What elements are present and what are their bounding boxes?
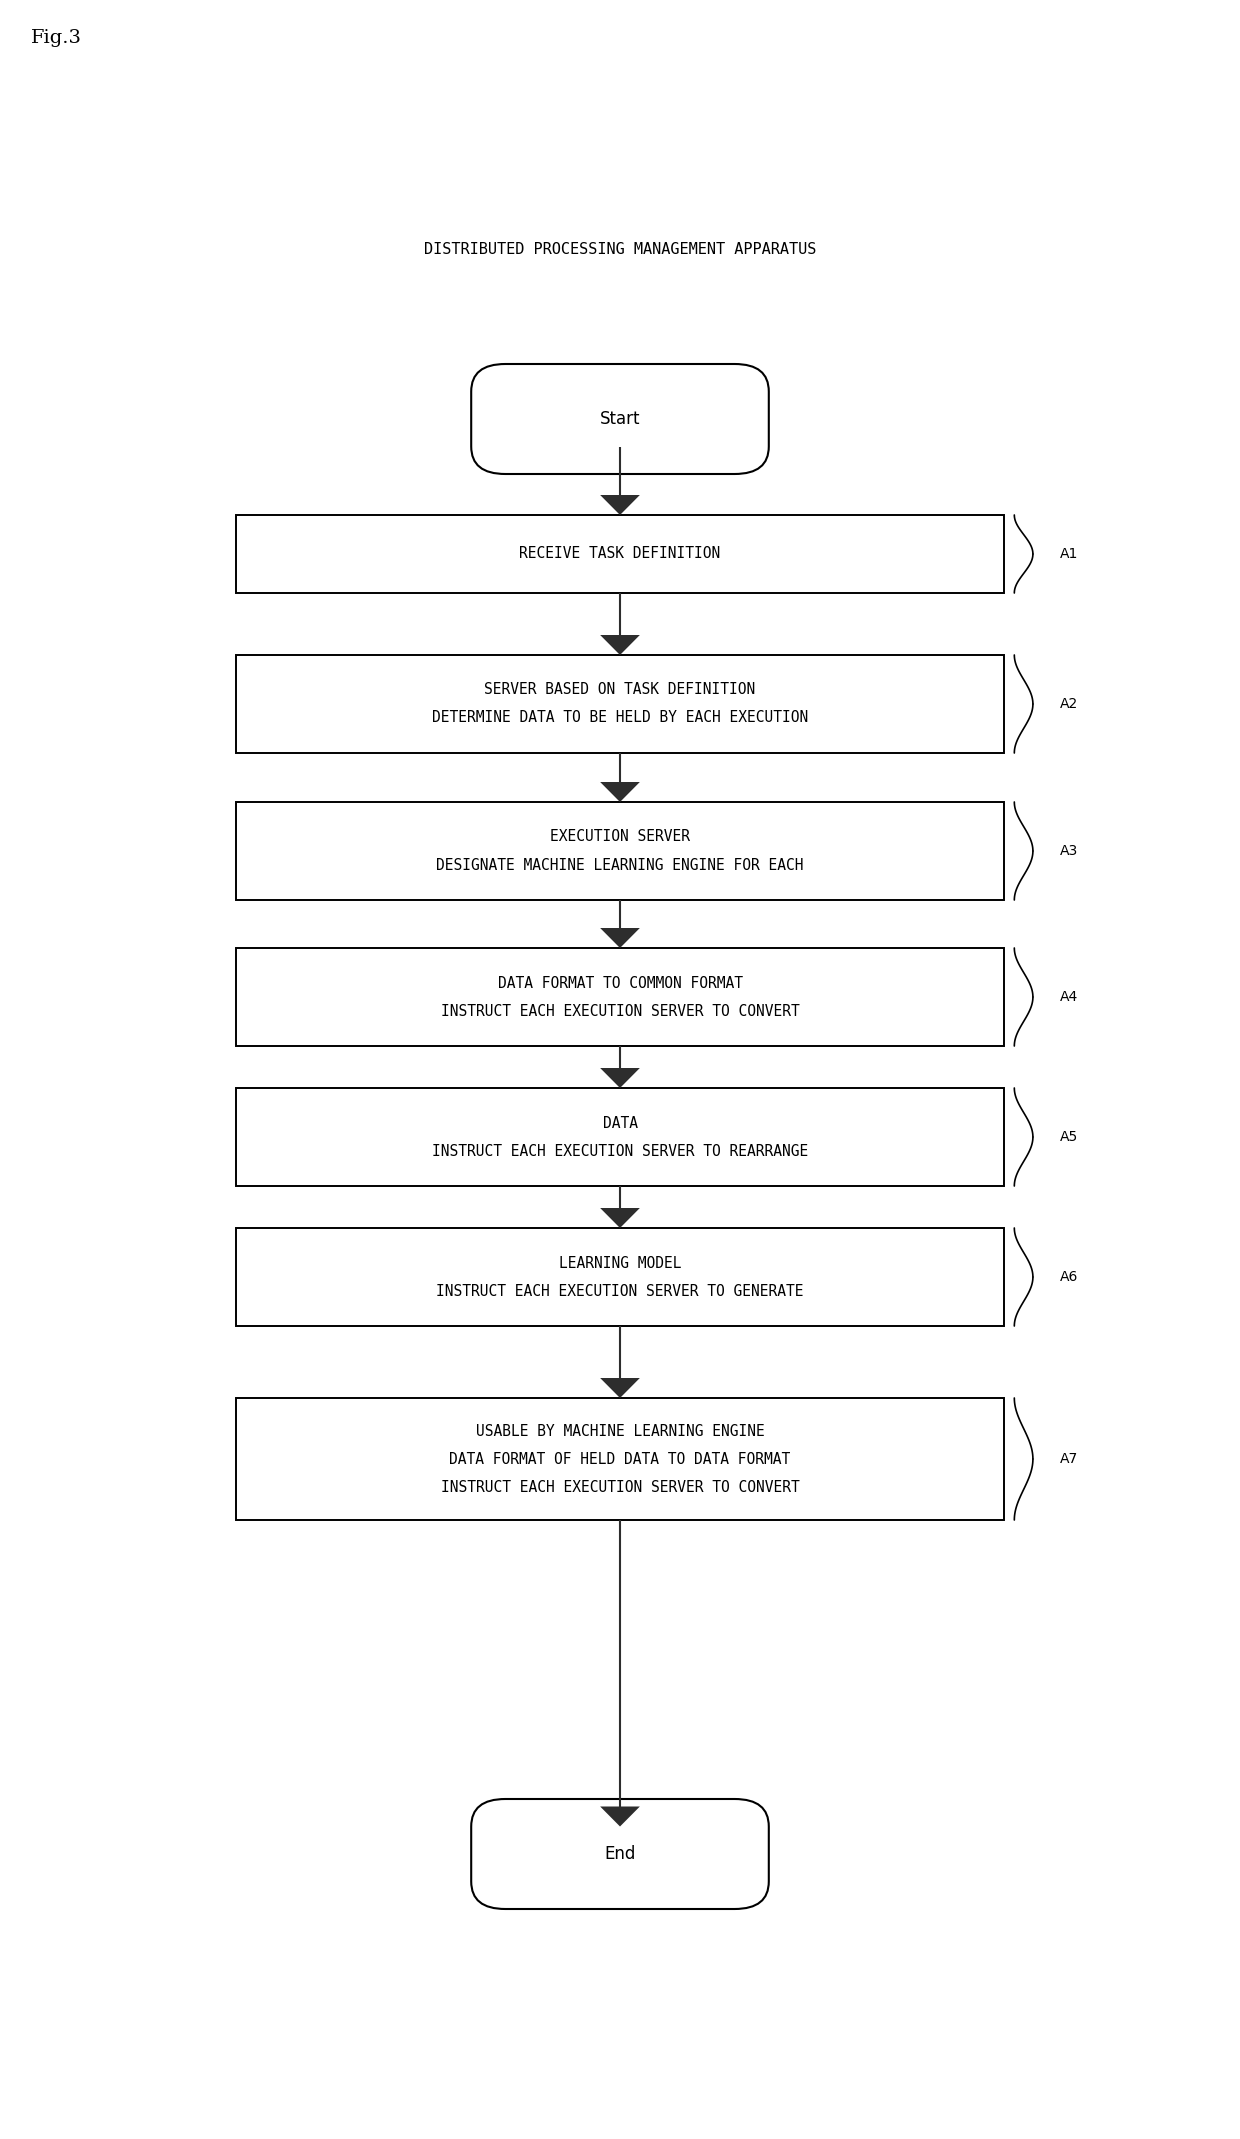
Polygon shape [600,928,640,948]
Polygon shape [600,1807,640,1827]
Polygon shape [600,494,640,515]
Text: SERVER BASED ON TASK DEFINITION: SERVER BASED ON TASK DEFINITION [485,682,755,697]
FancyBboxPatch shape [471,1799,769,1908]
Polygon shape [600,1067,640,1089]
Polygon shape [600,1209,640,1228]
Bar [236,515,1004,593]
Bar [236,1399,1004,1521]
Bar [236,655,1004,753]
Bar [236,802,1004,901]
Bar [236,1089,1004,1185]
Polygon shape [600,1378,640,1399]
Text: A3: A3 [1060,845,1079,858]
Text: RECEIVE TASK DEFINITION: RECEIVE TASK DEFINITION [520,545,720,563]
Bar [236,1228,1004,1326]
Polygon shape [600,783,640,802]
Text: A2: A2 [1060,697,1079,710]
Text: USABLE BY MACHINE LEARNING ENGINE: USABLE BY MACHINE LEARNING ENGINE [476,1422,764,1440]
Text: DATA FORMAT OF HELD DATA TO DATA FORMAT: DATA FORMAT OF HELD DATA TO DATA FORMAT [449,1452,791,1467]
Text: DATA FORMAT TO COMMON FORMAT: DATA FORMAT TO COMMON FORMAT [497,975,743,990]
Text: INSTRUCT EACH EXECUTION SERVER TO GENERATE: INSTRUCT EACH EXECUTION SERVER TO GENERA… [436,1283,804,1298]
Text: LEARNING MODEL: LEARNING MODEL [559,1256,681,1271]
Text: Start: Start [600,411,640,428]
Text: DETERMINE DATA TO BE HELD BY EACH EXECUTION: DETERMINE DATA TO BE HELD BY EACH EXECUT… [432,710,808,725]
FancyBboxPatch shape [471,364,769,475]
Text: A1: A1 [1060,548,1079,560]
Bar [236,948,1004,1046]
Text: DISTRIBUTED PROCESSING MANAGEMENT APPARATUS: DISTRIBUTED PROCESSING MANAGEMENT APPARA… [424,242,816,257]
Text: A6: A6 [1060,1271,1079,1283]
Text: DESIGNATE MACHINE LEARNING ENGINE FOR EACH: DESIGNATE MACHINE LEARNING ENGINE FOR EA… [436,858,804,873]
Text: INSTRUCT EACH EXECUTION SERVER TO CONVERT: INSTRUCT EACH EXECUTION SERVER TO CONVER… [440,1003,800,1018]
Text: End: End [604,1846,636,1863]
Text: A4: A4 [1060,990,1079,1003]
Text: A5: A5 [1060,1129,1079,1144]
Text: DATA: DATA [603,1117,637,1132]
Text: A7: A7 [1060,1452,1079,1465]
Text: EXECUTION SERVER: EXECUTION SERVER [551,830,689,845]
Text: INSTRUCT EACH EXECUTION SERVER TO REARRANGE: INSTRUCT EACH EXECUTION SERVER TO REARRA… [432,1144,808,1159]
Polygon shape [600,635,640,655]
Text: INSTRUCT EACH EXECUTION SERVER TO CONVERT: INSTRUCT EACH EXECUTION SERVER TO CONVER… [440,1480,800,1495]
Text: Fig.3: Fig.3 [31,30,82,47]
